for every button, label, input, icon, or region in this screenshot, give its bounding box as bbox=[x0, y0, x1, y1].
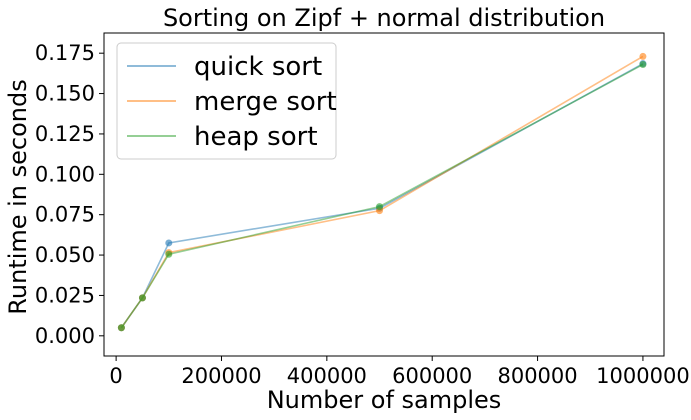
plot-area bbox=[103, 32, 665, 357]
x-tick-label: 0 bbox=[109, 364, 122, 388]
legend-label: quick sort bbox=[194, 52, 322, 82]
legend: quick sort merge sort heap sort bbox=[116, 42, 337, 160]
data-point-quick-sort bbox=[165, 239, 173, 247]
x-tick-label: 200000 bbox=[181, 364, 261, 388]
data-point-heap-sort bbox=[117, 324, 125, 332]
y-tick-label: 0.025 bbox=[35, 283, 95, 307]
y-tick-label: 0.075 bbox=[35, 203, 95, 227]
data-point-heap-sort bbox=[376, 203, 384, 211]
y-tick-label: 0.125 bbox=[35, 122, 95, 146]
data-point-heap-sort bbox=[639, 60, 647, 68]
y-tick-label: 0.000 bbox=[35, 324, 95, 348]
data-point-heap-sort bbox=[165, 250, 173, 258]
legend-label: heap sort bbox=[194, 122, 318, 152]
y-tick-label: 0.100 bbox=[35, 162, 95, 186]
x-axis: 0 200000 400000 600000 800000 1000000 bbox=[109, 356, 690, 388]
legend-label: merge sort bbox=[194, 87, 337, 117]
chart-title: Sorting on Zipf + normal distribution bbox=[163, 4, 605, 32]
x-tick-label: 600000 bbox=[392, 364, 472, 388]
x-tick-label: 1000000 bbox=[596, 364, 690, 388]
y-tick-label: 0.175 bbox=[35, 41, 95, 65]
y-axis: 0.000 0.025 0.050 0.075 0.100 0.125 0.150 0.175 bbox=[35, 41, 104, 348]
y-axis-label: Runtime in seconds bbox=[4, 79, 32, 314]
plot-frame bbox=[103, 32, 665, 357]
y-tick-label: 0.150 bbox=[35, 82, 95, 106]
y-tick-label: 0.050 bbox=[35, 243, 95, 267]
data-point-heap-sort bbox=[138, 294, 146, 302]
legend-box bbox=[116, 42, 337, 160]
x-tick-label: 800000 bbox=[497, 364, 577, 388]
x-axis-label: Number of samples bbox=[267, 386, 502, 414]
x-tick-label: 400000 bbox=[287, 364, 367, 388]
data-point-merge-sort bbox=[639, 52, 647, 60]
